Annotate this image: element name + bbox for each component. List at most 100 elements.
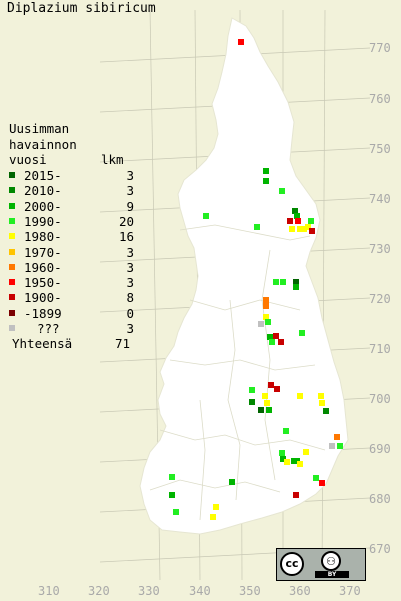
observation-square: [294, 213, 300, 219]
legend-entry-count: 20: [118, 213, 134, 229]
legend-entry-count: 3: [126, 183, 134, 199]
legend-entry-count: 3: [126, 244, 134, 260]
legend-entry-label: 1960-: [24, 259, 62, 275]
observation-square: [266, 407, 272, 413]
observation-square: [280, 456, 286, 462]
observation-square: [263, 314, 269, 320]
legend-entry-label: 1970-: [24, 244, 62, 260]
observation-square: [299, 330, 305, 336]
observation-square: [238, 39, 244, 45]
finland-outline: [139, 17, 349, 535]
legend-entry-label: 2010-: [24, 183, 62, 199]
legend-col-year: vuosi: [9, 152, 47, 167]
observation-square: [254, 224, 260, 230]
observation-square: [279, 188, 285, 194]
y-tick: 720: [369, 292, 391, 306]
x-tick: 320: [88, 584, 110, 598]
legend-entry-label: 2015-: [24, 168, 62, 183]
y-tick: 760: [369, 92, 391, 106]
observation-square: [273, 279, 279, 285]
legend-entry: 1970- 3: [9, 245, 134, 260]
observation-square: [301, 226, 307, 232]
legend-entry-label: 1950-: [24, 275, 62, 291]
legend-entry-label: 1990-: [24, 213, 62, 229]
observation-square: [210, 514, 216, 520]
legend-col-count: lkm: [101, 152, 124, 167]
x-tick: 310: [38, 584, 60, 598]
cc-icon: cc: [280, 552, 304, 576]
observation-square: [313, 475, 319, 481]
y-tick: 710: [369, 342, 391, 356]
legend-swatch: [9, 202, 15, 209]
legend-entry: ??? 3: [9, 321, 134, 336]
y-tick: 740: [369, 192, 391, 206]
observation-square: [293, 492, 299, 498]
x-tick: 330: [138, 584, 160, 598]
legend-swatch: [9, 248, 15, 255]
legend-total: Yhteensä 71: [12, 336, 130, 351]
observation-square: [279, 450, 285, 456]
legend-entry: 1980- 16: [9, 229, 134, 244]
observation-square: [268, 382, 274, 388]
observation-square: [265, 319, 271, 325]
legend-entry-label: 1900-: [24, 290, 62, 306]
observation-square: [264, 400, 270, 406]
observation-square: [295, 218, 301, 224]
y-tick: 680: [369, 492, 391, 506]
observation-square: [297, 461, 303, 467]
y-tick: 730: [369, 242, 391, 256]
legend-entry-count: 9: [126, 198, 134, 214]
legend-swatch: [9, 187, 15, 194]
legend-heading-2: havainnon: [9, 137, 77, 152]
legend-entry: 1950- 3: [9, 275, 134, 290]
observation-square: [263, 297, 269, 303]
observation-square: [292, 208, 298, 214]
legend-entry-count: 3: [126, 259, 134, 275]
observation-square: [305, 224, 311, 230]
observation-square: [287, 218, 293, 224]
legend-swatch: [9, 217, 15, 224]
observation-square: [203, 213, 209, 219]
legend-swatch: [9, 233, 15, 240]
y-tick: 770: [369, 41, 391, 55]
legend-total-label: Yhteensä: [12, 336, 73, 351]
observation-square: [280, 279, 286, 285]
observation-square: [318, 393, 324, 399]
legend-entry-count: 0: [126, 305, 134, 321]
legend-swatch: [9, 172, 15, 178]
observation-square: [303, 449, 309, 455]
observation-square: [269, 339, 275, 345]
observation-square: [334, 434, 340, 440]
x-tick: 350: [239, 584, 261, 598]
legend-entry-label: -1899: [24, 305, 62, 321]
y-tick: 670: [369, 542, 391, 556]
observation-square: [278, 339, 284, 345]
legend-swatch: [9, 294, 15, 301]
observation-square: [262, 393, 268, 399]
legend-swatch: [9, 279, 15, 286]
observation-square: [263, 178, 269, 184]
observation-square: [293, 279, 299, 285]
x-tick: 370: [339, 584, 361, 598]
by-label: BY: [315, 571, 349, 578]
legend-entry-label: 2000-: [24, 198, 62, 214]
legend-entry: -1899 0: [9, 306, 134, 321]
y-tick: 700: [369, 392, 391, 406]
observation-points: [169, 39, 343, 520]
legend-total-count: 71: [114, 336, 130, 351]
observation-square: [173, 509, 179, 515]
legend-entry-label: 1980-: [24, 229, 62, 245]
observation-square: [293, 284, 299, 290]
legend-entry: 1960- 3: [9, 260, 134, 275]
observation-square: [273, 333, 279, 339]
cc-by-license-badge[interactable]: cc ⚇ BY: [276, 548, 366, 581]
observation-square: [258, 407, 264, 413]
observation-square: [249, 387, 255, 393]
observation-square: [229, 479, 235, 485]
observation-square: [267, 334, 273, 340]
legend-entry: 1900- 8: [9, 290, 134, 305]
y-tick: 690: [369, 442, 391, 456]
observation-square: [213, 504, 219, 510]
